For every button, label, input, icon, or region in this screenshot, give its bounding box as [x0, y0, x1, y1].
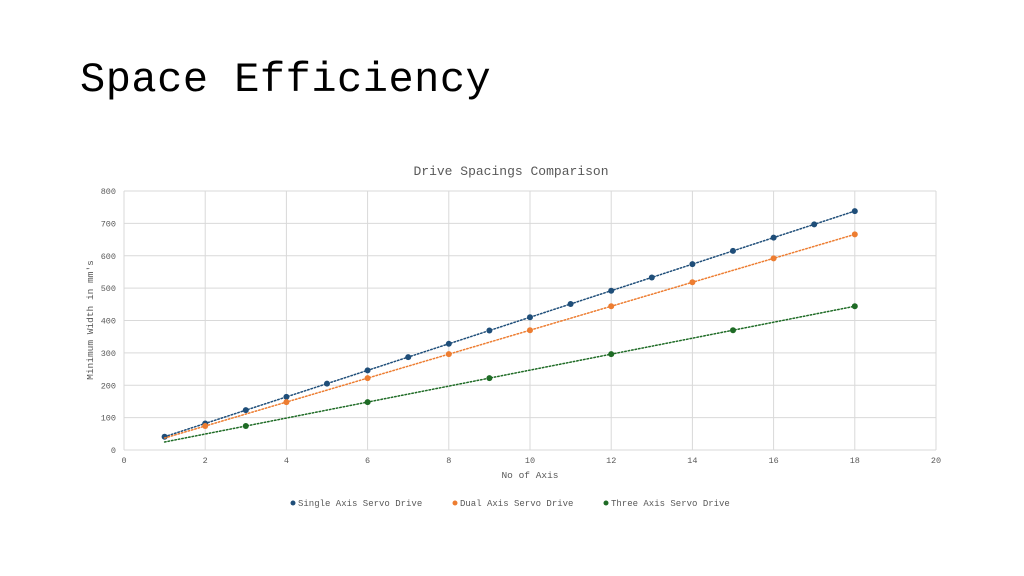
chart-title: Drive Spacings Comparison	[413, 164, 608, 179]
chart-series	[161, 208, 858, 443]
data-point-2-0	[242, 423, 249, 430]
y-tick-label-6: 600	[101, 252, 116, 262]
trendline-2	[163, 305, 856, 443]
y-tick-label-4: 400	[101, 317, 116, 327]
legend-item-2: Three Axis Servo Drive	[603, 499, 730, 509]
y-tick-label-3: 300	[101, 349, 116, 359]
data-point-0-2	[242, 407, 249, 414]
y-tick-label-0: 0	[111, 446, 116, 456]
slide-title: Space Efficiency	[80, 56, 492, 104]
data-point-2-1	[364, 399, 371, 406]
data-point-1-7	[770, 255, 777, 262]
legend-label-2: Three Axis Servo Drive	[611, 499, 730, 509]
y-tick-label-1: 100	[101, 414, 116, 424]
data-point-0-15	[770, 234, 777, 241]
data-point-0-8	[486, 327, 493, 334]
data-point-1-2	[364, 375, 371, 382]
data-point-0-0	[161, 433, 168, 440]
data-point-2-3	[608, 351, 615, 358]
data-point-1-4	[527, 327, 533, 334]
data-point-0-12	[648, 274, 655, 281]
legend-marker-1	[452, 500, 458, 506]
y-tick-label-5: 500	[101, 284, 116, 294]
data-point-0-11	[608, 287, 615, 294]
data-point-0-13	[689, 261, 696, 268]
data-point-0-6	[405, 354, 412, 361]
data-point-0-3	[283, 393, 290, 400]
x-tick-label-5: 10	[525, 456, 535, 466]
data-point-2-5	[851, 303, 858, 310]
series-2	[163, 303, 858, 443]
data-point-0-17	[851, 208, 858, 215]
legend-marker-2	[603, 500, 609, 506]
x-tick-label-2: 4	[284, 456, 289, 466]
series-1	[163, 231, 858, 439]
legend-label-1: Dual Axis Servo Drive	[460, 499, 573, 509]
chart-grid	[123, 190, 937, 451]
y-tick-label-8: 800	[101, 187, 116, 197]
data-point-0-7	[445, 340, 452, 347]
data-point-1-3	[445, 351, 452, 358]
data-point-2-4	[730, 327, 736, 334]
y-axis-label: Minimum Width in mm's	[85, 260, 96, 380]
x-tick-label-4: 8	[446, 456, 451, 466]
trendline-1	[163, 233, 856, 439]
data-point-1-0	[202, 423, 209, 430]
x-axis-label: No of Axis	[501, 470, 558, 481]
data-point-1-6	[689, 279, 696, 286]
data-point-0-9	[527, 314, 533, 321]
series-0	[161, 208, 858, 440]
x-tick-label-1: 2	[203, 456, 208, 466]
data-point-0-16	[811, 221, 818, 228]
y-tick-label-2: 200	[101, 381, 116, 391]
chart-ticks: 0 100 200 300 400 500 600 700 800 0 2 4 6 8 10 12 14 16 18…	[101, 187, 941, 466]
data-point-0-10	[567, 300, 574, 307]
data-point-2-2	[486, 375, 493, 382]
chart-legend: Single Axis Servo Drive Dual Axis Servo D…	[290, 499, 730, 509]
legend-marker-0	[290, 500, 296, 506]
x-tick-label-6: 12	[606, 456, 616, 466]
data-point-1-1	[283, 399, 290, 406]
y-tick-label-7: 700	[101, 219, 116, 229]
x-tick-label-9: 18	[850, 456, 860, 466]
legend-label-0: Single Axis Servo Drive	[298, 499, 422, 509]
x-tick-label-3: 6	[365, 456, 370, 466]
x-tick-label-0: 0	[121, 456, 126, 466]
x-tick-label-8: 16	[768, 456, 778, 466]
x-tick-label-10: 20	[931, 456, 941, 466]
data-point-1-5	[608, 303, 615, 310]
legend-item-1: Dual Axis Servo Drive	[452, 499, 573, 509]
data-point-0-5	[364, 367, 371, 374]
legend-item-0: Single Axis Servo Drive	[290, 499, 422, 509]
data-point-0-14	[730, 247, 736, 254]
data-point-0-4	[324, 380, 330, 387]
x-tick-label-7: 14	[687, 456, 697, 466]
trendline-0	[163, 210, 856, 438]
data-point-1-8	[851, 231, 858, 238]
